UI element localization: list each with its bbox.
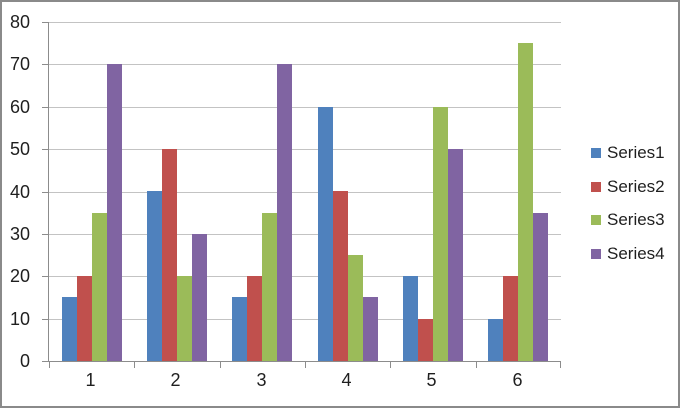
y-axis-label-10: 10 bbox=[9, 309, 30, 329]
y-axis-label-60: 60 bbox=[9, 97, 30, 117]
gridline-60 bbox=[49, 107, 561, 108]
legend-label: Series3 bbox=[607, 210, 665, 229]
x-axis-label-2: 2 bbox=[170, 370, 181, 390]
bar-series2-cat5[interactable] bbox=[418, 319, 433, 361]
gridline-40 bbox=[49, 192, 561, 193]
legend-swatch-series4 bbox=[591, 249, 601, 259]
bar-series4-cat4[interactable] bbox=[363, 297, 378, 361]
legend-item-series1[interactable]: Series1 bbox=[591, 143, 665, 163]
y-axis-label-70: 70 bbox=[9, 54, 30, 74]
bar-series1-cat4[interactable] bbox=[318, 107, 333, 361]
bar-series3-cat6[interactable] bbox=[518, 43, 533, 361]
legend-swatch-series3 bbox=[591, 215, 601, 225]
plot-area bbox=[42, 22, 561, 368]
bar-series1-cat2[interactable] bbox=[147, 191, 162, 361]
bar-series1-cat3[interactable] bbox=[232, 297, 247, 361]
bar-series1-cat1[interactable] bbox=[62, 297, 77, 361]
legend-label: Series4 bbox=[607, 244, 665, 263]
x-tick-0 bbox=[49, 362, 50, 368]
x-tick-5 bbox=[476, 362, 477, 368]
gridline-10 bbox=[49, 319, 561, 320]
y-axis-label-80: 80 bbox=[9, 12, 30, 32]
gridline-20 bbox=[49, 276, 561, 277]
y-tick-70 bbox=[42, 64, 48, 65]
x-axis-label-3: 3 bbox=[256, 370, 267, 390]
x-axis-label-6: 6 bbox=[512, 370, 523, 390]
y-axis-label-40: 40 bbox=[9, 182, 30, 202]
x-axis-label-1: 1 bbox=[85, 370, 96, 390]
bar-series4-cat6[interactable] bbox=[533, 213, 548, 361]
legend-swatch-series2 bbox=[591, 182, 601, 192]
x-tick-1 bbox=[134, 362, 135, 368]
bar-series3-cat2[interactable] bbox=[177, 276, 192, 361]
bar-series2-cat3[interactable] bbox=[247, 276, 262, 361]
y-tick-30 bbox=[42, 234, 48, 235]
bar-series4-cat3[interactable] bbox=[277, 64, 292, 361]
legend-item-series4[interactable]: Series4 bbox=[591, 244, 665, 264]
x-tick-4 bbox=[390, 362, 391, 368]
gridline-50 bbox=[49, 149, 561, 150]
y-tick-10 bbox=[42, 319, 48, 320]
bar-series3-cat3[interactable] bbox=[262, 213, 277, 361]
y-tick-50 bbox=[42, 149, 48, 150]
bar-series4-cat5[interactable] bbox=[448, 149, 463, 361]
bar-series4-cat2[interactable] bbox=[192, 234, 207, 361]
bar-series2-cat6[interactable] bbox=[503, 276, 518, 361]
gridline-80 bbox=[49, 22, 561, 23]
legend-item-series3[interactable]: Series3 bbox=[591, 210, 665, 230]
legend-swatch-series1 bbox=[591, 148, 601, 158]
legend-item-series2[interactable]: Series2 bbox=[591, 177, 665, 197]
y-axis-label-50: 50 bbox=[9, 139, 30, 159]
bar-series3-cat4[interactable] bbox=[348, 255, 363, 361]
gridline-70 bbox=[49, 64, 561, 65]
y-tick-20 bbox=[42, 276, 48, 277]
y-tick-40 bbox=[42, 192, 48, 193]
bar-series1-cat5[interactable] bbox=[403, 276, 418, 361]
gridline-30 bbox=[49, 234, 561, 235]
y-axis-label-0: 0 bbox=[19, 351, 30, 371]
x-axis-label-4: 4 bbox=[341, 370, 352, 390]
y-tick-60 bbox=[42, 107, 48, 108]
x-axis-label-5: 5 bbox=[426, 370, 437, 390]
y-axis-label-20: 20 bbox=[9, 266, 30, 286]
y-axis-label-30: 30 bbox=[9, 224, 30, 244]
y-tick-0 bbox=[42, 361, 48, 362]
bar-series2-cat4[interactable] bbox=[333, 191, 348, 361]
legend-label: Series2 bbox=[607, 177, 665, 196]
bar-series2-cat2[interactable] bbox=[162, 149, 177, 361]
x-tick-3 bbox=[305, 362, 306, 368]
x-tick-2 bbox=[220, 362, 221, 368]
bar-series1-cat6[interactable] bbox=[488, 319, 503, 361]
y-tick-80 bbox=[42, 22, 48, 23]
bar-series2-cat1[interactable] bbox=[77, 276, 92, 361]
legend-label: Series1 bbox=[607, 143, 665, 162]
x-tick-6 bbox=[560, 362, 561, 368]
bar-series3-cat1[interactable] bbox=[92, 213, 107, 361]
bar-series3-cat5[interactable] bbox=[433, 107, 448, 361]
bar-series4-cat1[interactable] bbox=[107, 64, 122, 361]
